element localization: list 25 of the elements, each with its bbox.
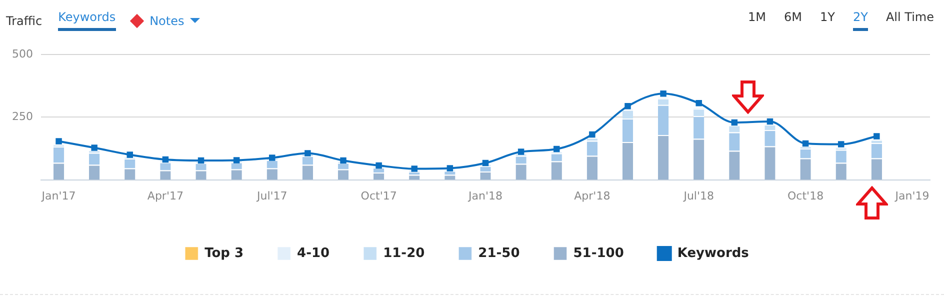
legend-label: 21-50 — [478, 246, 520, 261]
x-tick-label: Jan'18 — [468, 189, 502, 202]
x-tick-label: Oct'17 — [360, 189, 397, 202]
x-tick-label: Jul'18 — [682, 189, 714, 202]
text: 1Y — [820, 10, 835, 26]
y-tick-label: 250 — [12, 110, 33, 124]
x-tick-label: Apr'18 — [574, 189, 610, 202]
legend-label: 4-10 — [297, 246, 330, 261]
x-tick-label: Oct'18 — [788, 189, 824, 202]
legend-label: 51-100 — [573, 246, 624, 261]
legend-label: Top 3 — [204, 246, 244, 261]
text: Keywords — [58, 10, 116, 31]
text: Traffic — [6, 14, 42, 28]
text: Notes — [150, 14, 184, 28]
text: 1M — [748, 10, 766, 26]
x-tick-label: Jul'17 — [256, 189, 288, 202]
x-tick-label: Apr'17 — [147, 189, 184, 202]
x-tick-label: Jan'17 — [40, 189, 76, 202]
text: All Time — [886, 10, 934, 26]
legend-label: 11-20 — [383, 246, 425, 261]
x-tick-label: Jan'19 — [894, 189, 930, 202]
text: 6M — [784, 10, 802, 26]
y-tick-label: 500 — [12, 47, 33, 60]
legend-label: Keywords — [677, 246, 750, 261]
text: 2Y — [852, 10, 868, 31]
